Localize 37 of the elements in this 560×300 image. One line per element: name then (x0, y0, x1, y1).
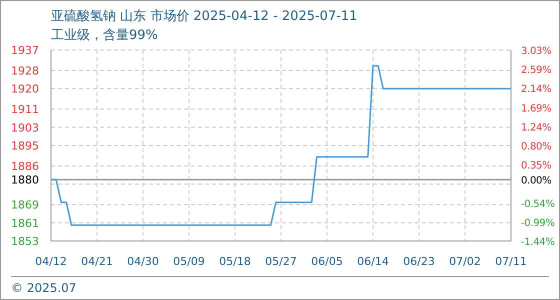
y2-tick-label: 0.00% (521, 176, 552, 187)
x-tick-label: 07/11 (495, 254, 527, 268)
y-tick-label: 1937 (11, 44, 39, 57)
y-tick-label: 1861 (11, 216, 39, 230)
y-tick-label: 1928 (11, 64, 39, 78)
y-tick-label: 1869 (11, 198, 39, 212)
y-tick-label: 1880 (11, 174, 39, 187)
y2-tick-label: 1.24% (521, 122, 552, 134)
y2-tick-label: 3.03% (521, 46, 552, 57)
x-tick-label: 05/09 (173, 254, 205, 268)
y-tick-label: 1920 (11, 82, 39, 96)
x-tick-label: 04/21 (81, 254, 113, 268)
y2-tick-label: -0.54% (521, 198, 555, 210)
y2-tick-label: 0.80% (521, 142, 552, 152)
x-tick-label: 05/27 (265, 254, 297, 268)
chart-subtitle: 工业级，含量99% (51, 27, 158, 44)
y2-tick-label: 2.14% (521, 84, 552, 96)
x-tick-label: 07/02 (449, 254, 481, 268)
x-tick-label: 06/23 (403, 254, 435, 268)
x-tick-label: 06/05 (311, 254, 343, 268)
y2-tick-label: 0.35% (521, 160, 552, 172)
text: © 2025.07 (11, 281, 76, 295)
chart-title: 亚硫酸氢钠 山东 市场价 2025-04-12 - 2025-07-11 (51, 8, 358, 25)
y-tick-label: 1895 (11, 140, 39, 152)
y2-tick-label: -1.44% (521, 237, 555, 248)
x-tick-label: 06/14 (357, 254, 389, 268)
y2-tick-label: 1.69% (521, 103, 552, 114)
y2-tick-label: -0.99% (521, 218, 555, 229)
x-tick-label: 05/18 (219, 254, 251, 268)
y-tick-label: 1903 (11, 121, 39, 134)
y-tick-label: 1886 (11, 160, 39, 173)
x-tick-label: 04/12 (35, 254, 67, 268)
y-tick-label: 1853 (11, 235, 39, 248)
y-tick-label: 1911 (11, 103, 39, 116)
line-series (51, 65, 511, 226)
y2-tick-label: 2.59% (521, 65, 552, 76)
x-tick-label: 04/30 (127, 254, 159, 268)
